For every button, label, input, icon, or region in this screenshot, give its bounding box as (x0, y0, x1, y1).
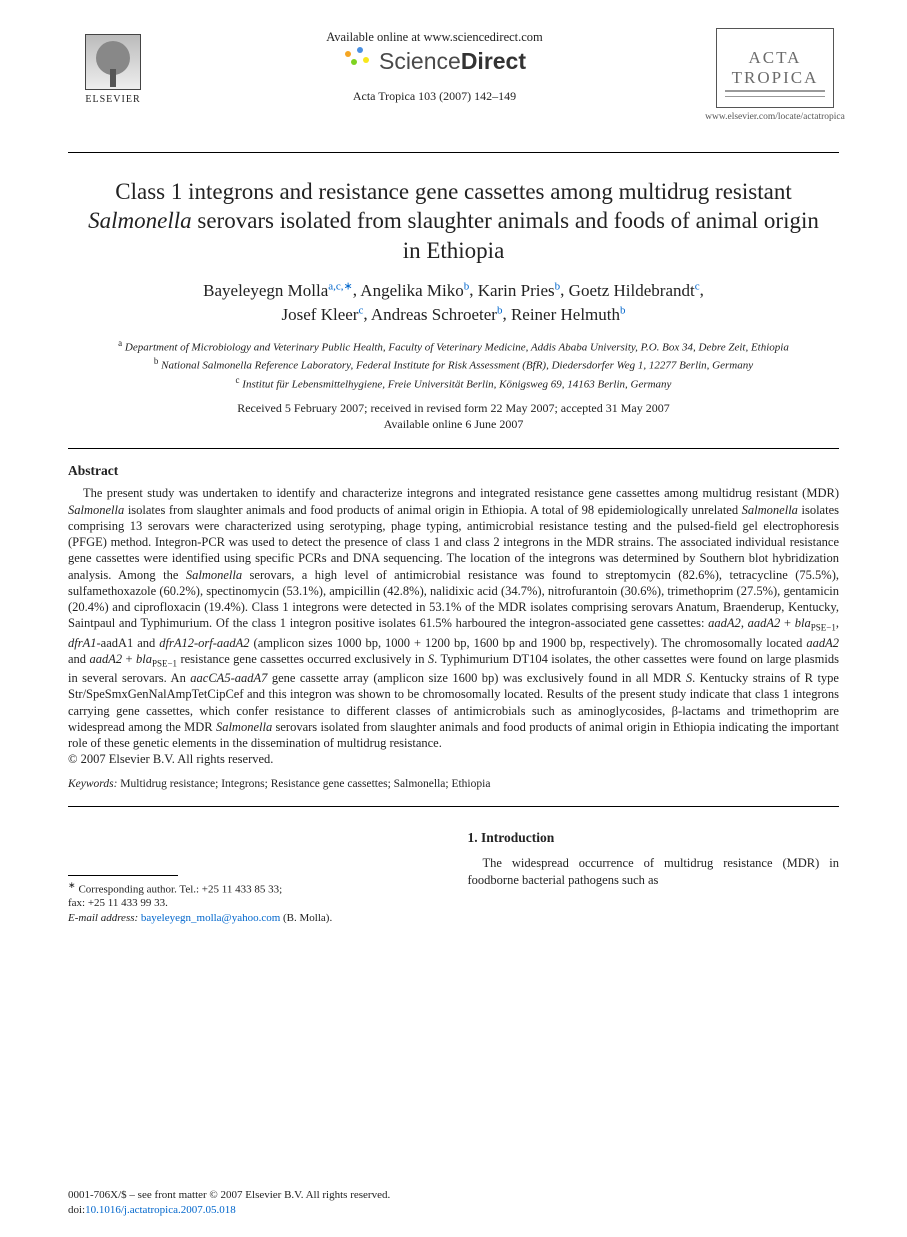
dates-online: Available online 6 June 2007 (68, 416, 839, 432)
journal-cover-box: ACTA TROPICA (716, 28, 834, 108)
footer-doi-line: doi:10.1016/j.actatropica.2007.05.018 (68, 1203, 839, 1217)
abstract-text: The present study was undertaken to iden… (68, 486, 839, 750)
author: Reiner Helmuthb (511, 305, 626, 324)
header-center: Available online at www.sciencedirect.co… (158, 28, 711, 104)
email-label: E-mail address: (68, 912, 138, 924)
publisher-name: ELSEVIER (85, 94, 140, 105)
dates-received: Received 5 February 2007; received in re… (68, 400, 839, 416)
author: Josef Kleerc (282, 305, 364, 324)
author-affil-sup: b (497, 304, 503, 316)
corr-star-icon: ∗ (68, 880, 76, 890)
author: Goetz Hildebrandtc (569, 281, 700, 300)
header-rule (68, 152, 839, 153)
author-affil-sup: c (358, 304, 363, 316)
author-affil-sup: c (695, 280, 700, 292)
abstract-body: The present study was undertaken to iden… (68, 485, 839, 767)
abstract-top-rule (68, 448, 839, 449)
sciencedirect-dots-icon (343, 47, 371, 75)
abstract-heading: Abstract (68, 463, 839, 479)
affiliation-c-text: Institut für Lebensmittelhygiene, Freie … (242, 378, 671, 390)
doi-label: doi: (68, 1204, 85, 1216)
page-footer: 0001-706X/$ – see front matter © 2007 El… (68, 1188, 839, 1217)
sciencedirect-brand: ScienceDirect (343, 47, 526, 75)
keywords-value: Multidrug resistance; Integrons; Resista… (120, 778, 490, 790)
footer-copyright: 0001-706X/$ – see front matter © 2007 El… (68, 1188, 839, 1202)
corresponding-footnote: ∗ Corresponding author. Tel.: +25 11 433… (68, 880, 440, 926)
journal-cover: ACTA TROPICA www.elsevier.com/locate/act… (711, 28, 839, 122)
author-affil-sup: a,c,∗ (328, 280, 352, 292)
affiliation-b: b National Salmonella Reference Laborato… (68, 355, 839, 374)
sciencedirect-wordmark: ScienceDirect (379, 48, 526, 75)
page-header: ELSEVIER Available online at www.science… (68, 28, 839, 146)
abstract-copyright: © 2007 Elsevier B.V. All rights reserved… (68, 751, 273, 767)
author-affil-sup: b (620, 304, 626, 316)
publisher-logo: ELSEVIER (68, 28, 158, 105)
keywords-block: Keywords: Multidrug resistance; Integron… (68, 778, 839, 790)
doi-link[interactable]: 10.1016/j.actatropica.2007.05.018 (85, 1204, 236, 1216)
title-post: serovars isolated from slaughter animals… (192, 208, 819, 262)
sd-dot-icon (357, 47, 363, 53)
footnote-rule (68, 875, 178, 876)
sd-dot-icon (345, 51, 351, 57)
keywords-bottom-rule (68, 806, 839, 807)
affiliation-b-text: National Salmonella Reference Laboratory… (161, 360, 753, 372)
title-pre: Class 1 integrons and resistance gene ca… (115, 179, 791, 204)
left-column: ∗ Corresponding author. Tel.: +25 11 433… (68, 829, 440, 926)
affiliation-a: a Department of Microbiology and Veterin… (68, 337, 839, 356)
journal-url: www.elsevier.com/locate/actatropica (705, 112, 845, 122)
corr-label: Corresponding author. Tel.: +25 11 433 8… (78, 883, 282, 895)
elsevier-tree-icon (85, 34, 141, 90)
brand-part-light: Science (379, 48, 461, 74)
intro-p1: The widespread occurrence of multidrug r… (468, 855, 840, 889)
author: Bayeleyegn Mollaa,c,∗ (203, 281, 353, 300)
two-column-region: ∗ Corresponding author. Tel.: +25 11 433… (68, 829, 839, 926)
brand-part-bold: Direct (461, 48, 526, 74)
journal-name-line1: ACTA (749, 48, 802, 68)
author-affil-sup: b (555, 280, 561, 292)
available-online-text: Available online at www.sciencedirect.co… (326, 30, 543, 45)
article-title: Class 1 integrons and resistance gene ca… (88, 177, 819, 265)
author-affil-sup: b (464, 280, 470, 292)
author: Andreas Schroeterb (371, 305, 503, 324)
right-column: 1. Introduction The widespread occurrenc… (468, 829, 840, 926)
author: Angelika Mikob (360, 281, 469, 300)
intro-heading: 1. Introduction (468, 829, 840, 847)
journal-name-line2: TROPICA (732, 68, 819, 88)
corr-fax: fax: +25 11 433 99 33. (68, 897, 168, 909)
corr-email-who: (B. Molla). (283, 912, 332, 924)
title-italic: Salmonella (88, 208, 192, 233)
authors-block: Bayeleyegn Mollaa,c,∗, Angelika Mikob, K… (68, 279, 839, 326)
keywords-label: Keywords: (68, 778, 117, 790)
affiliations-block: a Department of Microbiology and Veterin… (68, 337, 839, 393)
sd-dot-icon (363, 57, 369, 63)
sd-dot-icon (351, 59, 357, 65)
affiliation-a-text: Department of Microbiology and Veterinar… (125, 341, 789, 353)
journal-reference: Acta Tropica 103 (2007) 142–149 (353, 89, 516, 104)
article-dates: Received 5 February 2007; received in re… (68, 400, 839, 432)
corr-email-link[interactable]: bayeleyegn_molla@yahoo.com (141, 912, 280, 924)
affiliation-c: c Institut für Lebensmittelhygiene, Frei… (68, 374, 839, 393)
author: Karin Priesb (478, 281, 560, 300)
